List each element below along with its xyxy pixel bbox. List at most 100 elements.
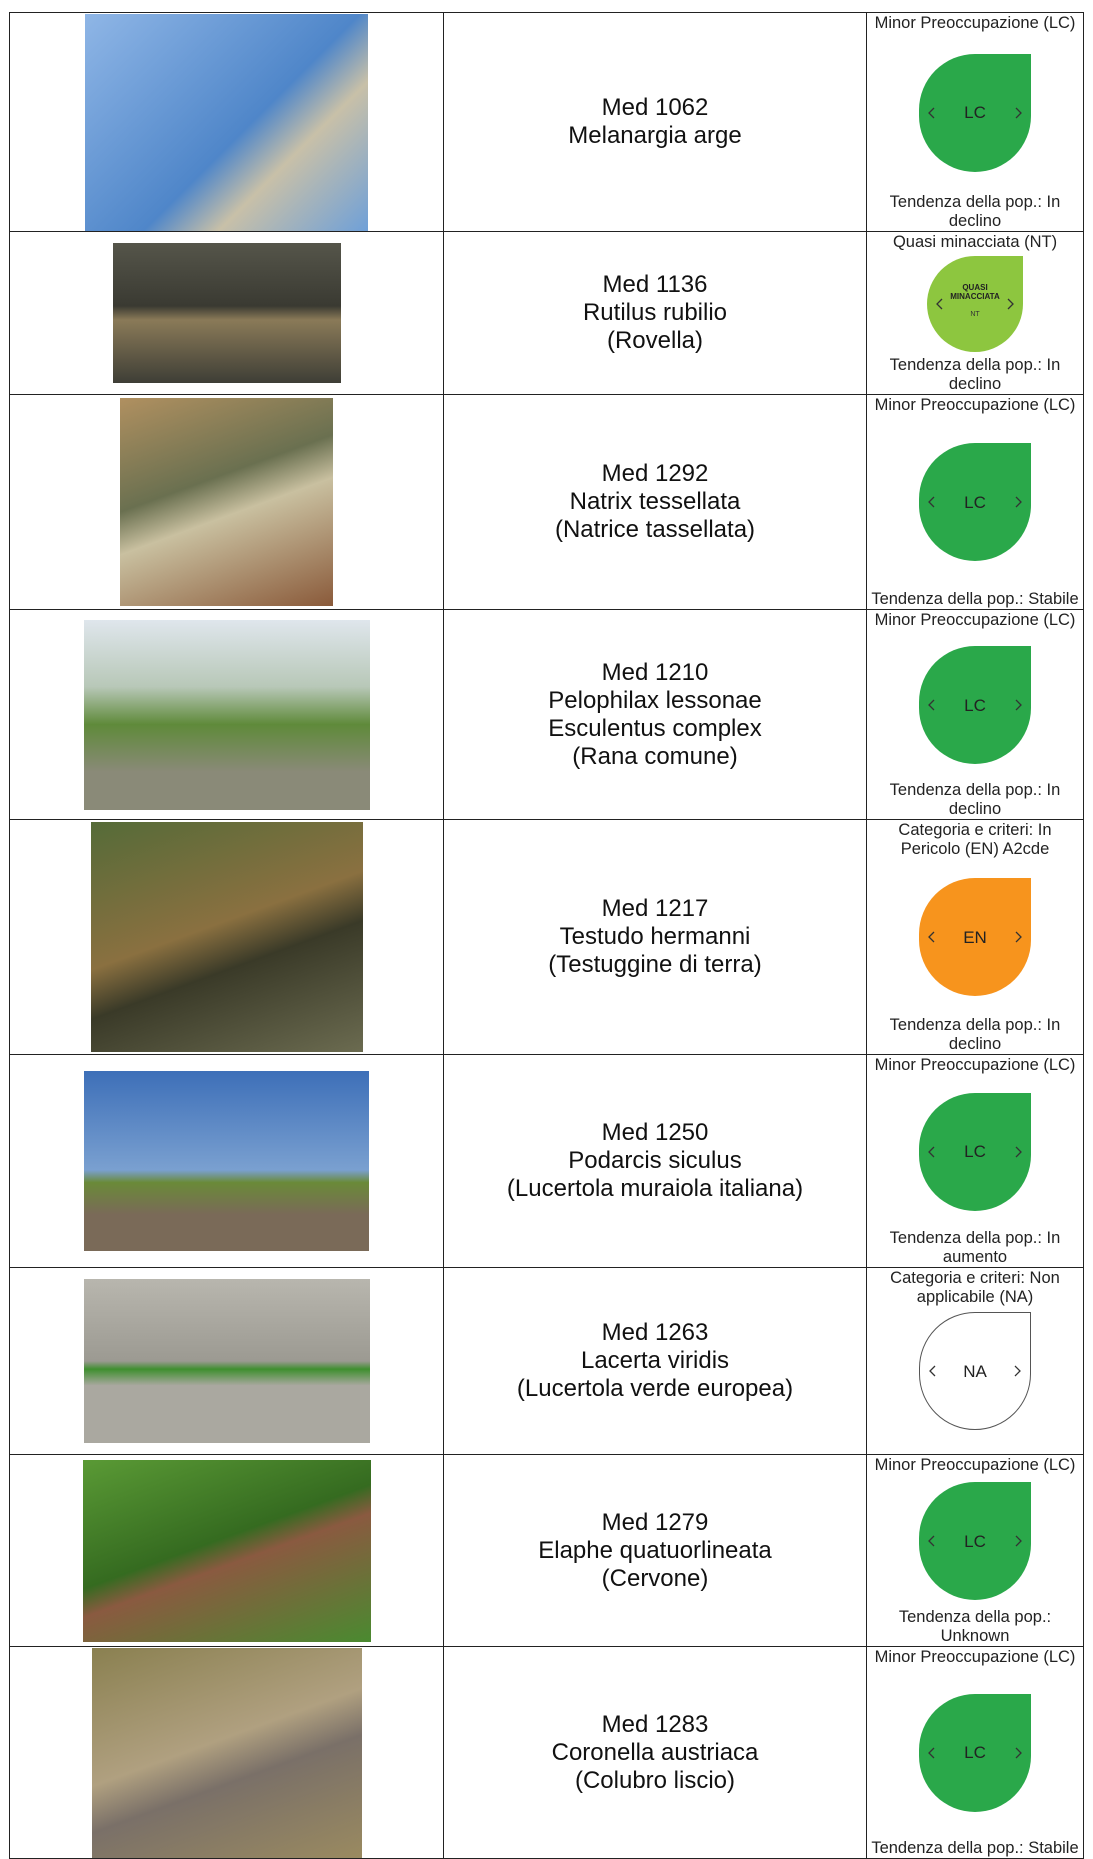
badge-label: QUASI MINACCIATA [950,283,1000,301]
species-photo [90,822,363,1052]
name-line: Med 1263 [601,1319,709,1346]
name-line: Med 1279 [601,1508,709,1536]
chevron-icon [928,107,935,118]
name-cell: Med 1263 Lacerta viridis (Lucertola verde … [443,1267,867,1455]
status-cell: Minor Preoccupazione (LC) LC Tendenza dell… [866,1454,1084,1647]
name-line: Coronella austriaca [551,1738,759,1766]
status-badge: QUASI MINACCIATA NT [927,255,1023,352]
species-photo [83,619,370,810]
status-wrap: Minor Preoccupazione (LC) LC Tendenza dell… [868,395,1083,609]
chevron-icon [1015,496,1022,508]
status-wrap: Minor Preoccupazione (LC) LC Tendenza dell… [868,1455,1083,1646]
badge-label: LC [964,1531,986,1551]
name-line: Melanargia arge [568,122,742,149]
table-row: Med 1250 Podarcis siculus (Lucertola murai… [9,1054,1084,1268]
status-badge: LC [919,1482,1031,1600]
table-row: Med 1217 Testudo hermanni (Testuggine di t… [9,819,1084,1055]
chevron-icon [1015,1747,1022,1758]
badge-label: LC [964,1743,986,1762]
name-line: Rutilus rubilio [582,299,728,326]
name-cell: Med 1210 Pelophilax lessonae Esculentus co… [443,609,867,820]
status-cell: Minor Preoccupazione (LC) LC Tendenza dell… [866,1646,1084,1859]
status-text: Minor Preoccupazione (LC) [874,1455,1076,1474]
photo-cell [9,1054,444,1268]
species-photo [112,243,341,383]
name-line: Natrix tessellata [569,488,741,515]
chevron-icon [928,1535,935,1547]
name-cell: Med 1062 Melanargia arge [443,12,867,232]
table-row: Med 1263 Lacerta viridis (Lucertola verde … [9,1267,1084,1455]
status-text: Minor Preoccupazione (LC) [874,395,1076,414]
trend-text: Tendenza della pop.: Stabile [871,589,1079,608]
status-badge: LC [919,53,1031,172]
status-badge: LC [919,1092,1031,1211]
trend-text: Tendenza della pop.: In declino [889,355,1061,393]
status-wrap: Quasi minacciata (NT) QUASI MINACCIATA NT T… [868,233,1083,394]
chevron-icon [936,298,943,309]
table-row: Med 1279 Elaphe quatuorlineata (Cervone) Mi… [9,1454,1084,1647]
status-text: Minor Preoccupazione (LC) [874,1647,1076,1666]
species-table: Med 1062 Melanargia arge Minor Preoccupazi… [9,12,1084,1859]
name-line: Med 1062 [601,94,709,121]
name-cell: Med 1283 Coronella austriaca (Colubro lisc… [443,1646,867,1859]
name-line: Med 1292 [601,460,709,487]
trend-text: Tendenza della pop.: In aumento [889,1228,1061,1266]
name-line: (Lucertola muraiola italiana) [506,1175,804,1202]
name-line: Pelophilax lessonae [548,686,762,714]
species-photo [91,1647,362,1858]
badge-code: NT [970,311,980,318]
photo-cell [9,394,444,610]
status-cell: Minor Preoccupazione (LC) LC Tendenza dell… [866,609,1084,820]
status-badge: LC [919,646,1031,764]
status-wrap: Minor Preoccupazione (LC) LC Tendenza dell… [868,1055,1083,1267]
name-cell: Med 1250 Podarcis siculus (Lucertola murai… [443,1054,867,1268]
table-row: Med 1283 Coronella austriaca (Colubro lisc… [9,1646,1084,1859]
photo-cell [9,819,444,1055]
name-cell: Med 1292 Natrix tessellata (Natrice tassel… [443,394,867,610]
photo-cell [9,1267,444,1455]
photo-cell [9,609,444,820]
name-line: Med 1217 [601,895,709,922]
status-text: Categoria e criteri: Non applicabile (NA… [890,1268,1060,1306]
name-line: (Rana comune) [572,742,738,770]
name-cell: Med 1279 Elaphe quatuorlineata (Cervone) [443,1454,867,1647]
badge-label: LC [964,695,986,715]
badge-label: NA [963,1361,987,1381]
table-row: Med 1292 Natrix tessellata (Natrice tassel… [9,394,1084,610]
trend-text: Tendenza della pop.: Unknown [898,1607,1052,1645]
name-line: Med 1250 [601,1119,709,1146]
chevron-icon [1015,1146,1022,1157]
species-photo [82,1459,371,1642]
name-line: (Testuggine di terra) [548,951,762,978]
chevron-icon [1015,107,1022,118]
chevron-icon [928,1146,935,1157]
chevron-icon [1007,298,1014,309]
badge-label: LC [964,103,986,122]
chevron-icon [928,699,935,711]
photo-cell [9,12,444,232]
name-line: Med 1210 [601,658,709,686]
status-wrap: Categoria e criteri: In Pericolo (EN) A2… [868,821,1083,1054]
photo-cell [9,231,444,395]
name-line: Elaphe quatuorlineata [538,1536,772,1564]
chevron-icon [928,1747,935,1758]
table-row: Med 1136 Rutilus rubilio (Rovella) Quasi mi… [9,231,1084,395]
chevron-icon [1015,931,1022,943]
badge-label: EN [963,927,987,947]
status-cell: Categoria e criteri: Non applicabile (NA… [866,1267,1084,1455]
table-row: Med 1062 Melanargia arge Minor Preoccupazi… [9,12,1084,232]
chevron-icon [928,496,935,508]
status-cell: Minor Preoccupazione (LC) LC Tendenza dell… [866,394,1084,610]
table-row: Med 1210 Pelophilax lessonae Esculentus co… [9,609,1084,820]
trend-text: Tendenza della pop.: In declino [889,780,1061,818]
species-photo [85,13,368,231]
status-text: Minor Preoccupazione (LC) [874,1055,1076,1074]
species-photo [120,398,333,606]
chevron-icon [1014,1365,1021,1377]
status-cell: Minor Preoccupazione (LC) LC Tendenza dell… [866,12,1084,232]
trend-text: Tendenza della pop.: In declino [889,192,1061,230]
status-text: Minor Preoccupazione (LC) [874,13,1076,32]
chevron-icon [1015,699,1022,711]
trend-text: Tendenza della pop.: In declino [889,1015,1061,1053]
